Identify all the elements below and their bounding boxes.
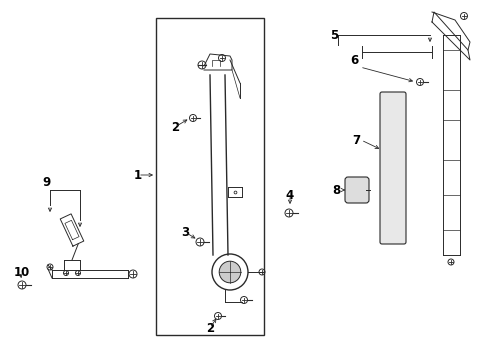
Text: 7: 7 (351, 134, 359, 147)
Text: 4: 4 (285, 189, 293, 202)
Text: 1: 1 (134, 168, 142, 181)
FancyBboxPatch shape (345, 177, 368, 203)
Text: 6: 6 (349, 54, 358, 67)
Text: 8: 8 (331, 184, 340, 197)
Text: 5: 5 (329, 28, 338, 41)
Text: 2: 2 (171, 121, 179, 134)
Text: 9: 9 (42, 176, 50, 189)
Text: 10: 10 (14, 266, 30, 279)
Text: 3: 3 (181, 225, 189, 239)
Text: 2: 2 (205, 321, 214, 334)
Bar (156, 18, 264, 335)
FancyBboxPatch shape (379, 92, 405, 244)
Circle shape (219, 261, 240, 283)
